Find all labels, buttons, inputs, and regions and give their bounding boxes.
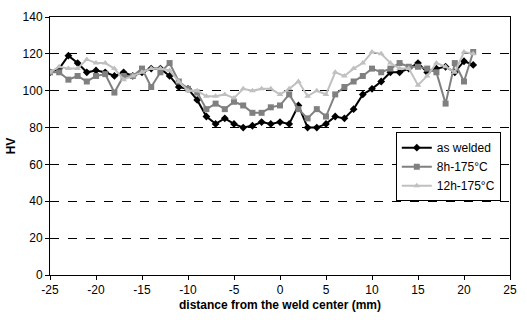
svg-text:as welded: as welded <box>437 141 491 155</box>
svg-text:20: 20 <box>457 283 471 297</box>
svg-text:0: 0 <box>277 283 284 297</box>
svg-text:-15: -15 <box>133 283 151 297</box>
svg-text:10: 10 <box>365 283 379 297</box>
svg-text:5: 5 <box>323 283 330 297</box>
svg-text:25: 25 <box>503 283 517 297</box>
svg-text:80: 80 <box>29 121 43 135</box>
svg-text:distance from the weld center: distance from the weld center (mm) <box>179 298 381 312</box>
svg-text:HV: HV <box>4 138 18 155</box>
svg-text:0: 0 <box>36 268 43 282</box>
svg-text:-10: -10 <box>179 283 197 297</box>
svg-text:-20: -20 <box>87 283 105 297</box>
svg-text:100: 100 <box>23 84 43 98</box>
svg-text:15: 15 <box>411 283 425 297</box>
svg-text:120: 120 <box>23 47 43 61</box>
svg-text:60: 60 <box>29 158 43 172</box>
svg-text:-25: -25 <box>41 283 59 297</box>
svg-text:140: 140 <box>23 10 43 24</box>
svg-text:8h-175°C: 8h-175°C <box>437 160 488 174</box>
svg-text:40: 40 <box>29 194 43 208</box>
svg-text:12h-175°C: 12h-175°C <box>437 179 495 193</box>
svg-text:20: 20 <box>29 231 43 245</box>
svg-text:-5: -5 <box>229 283 240 297</box>
